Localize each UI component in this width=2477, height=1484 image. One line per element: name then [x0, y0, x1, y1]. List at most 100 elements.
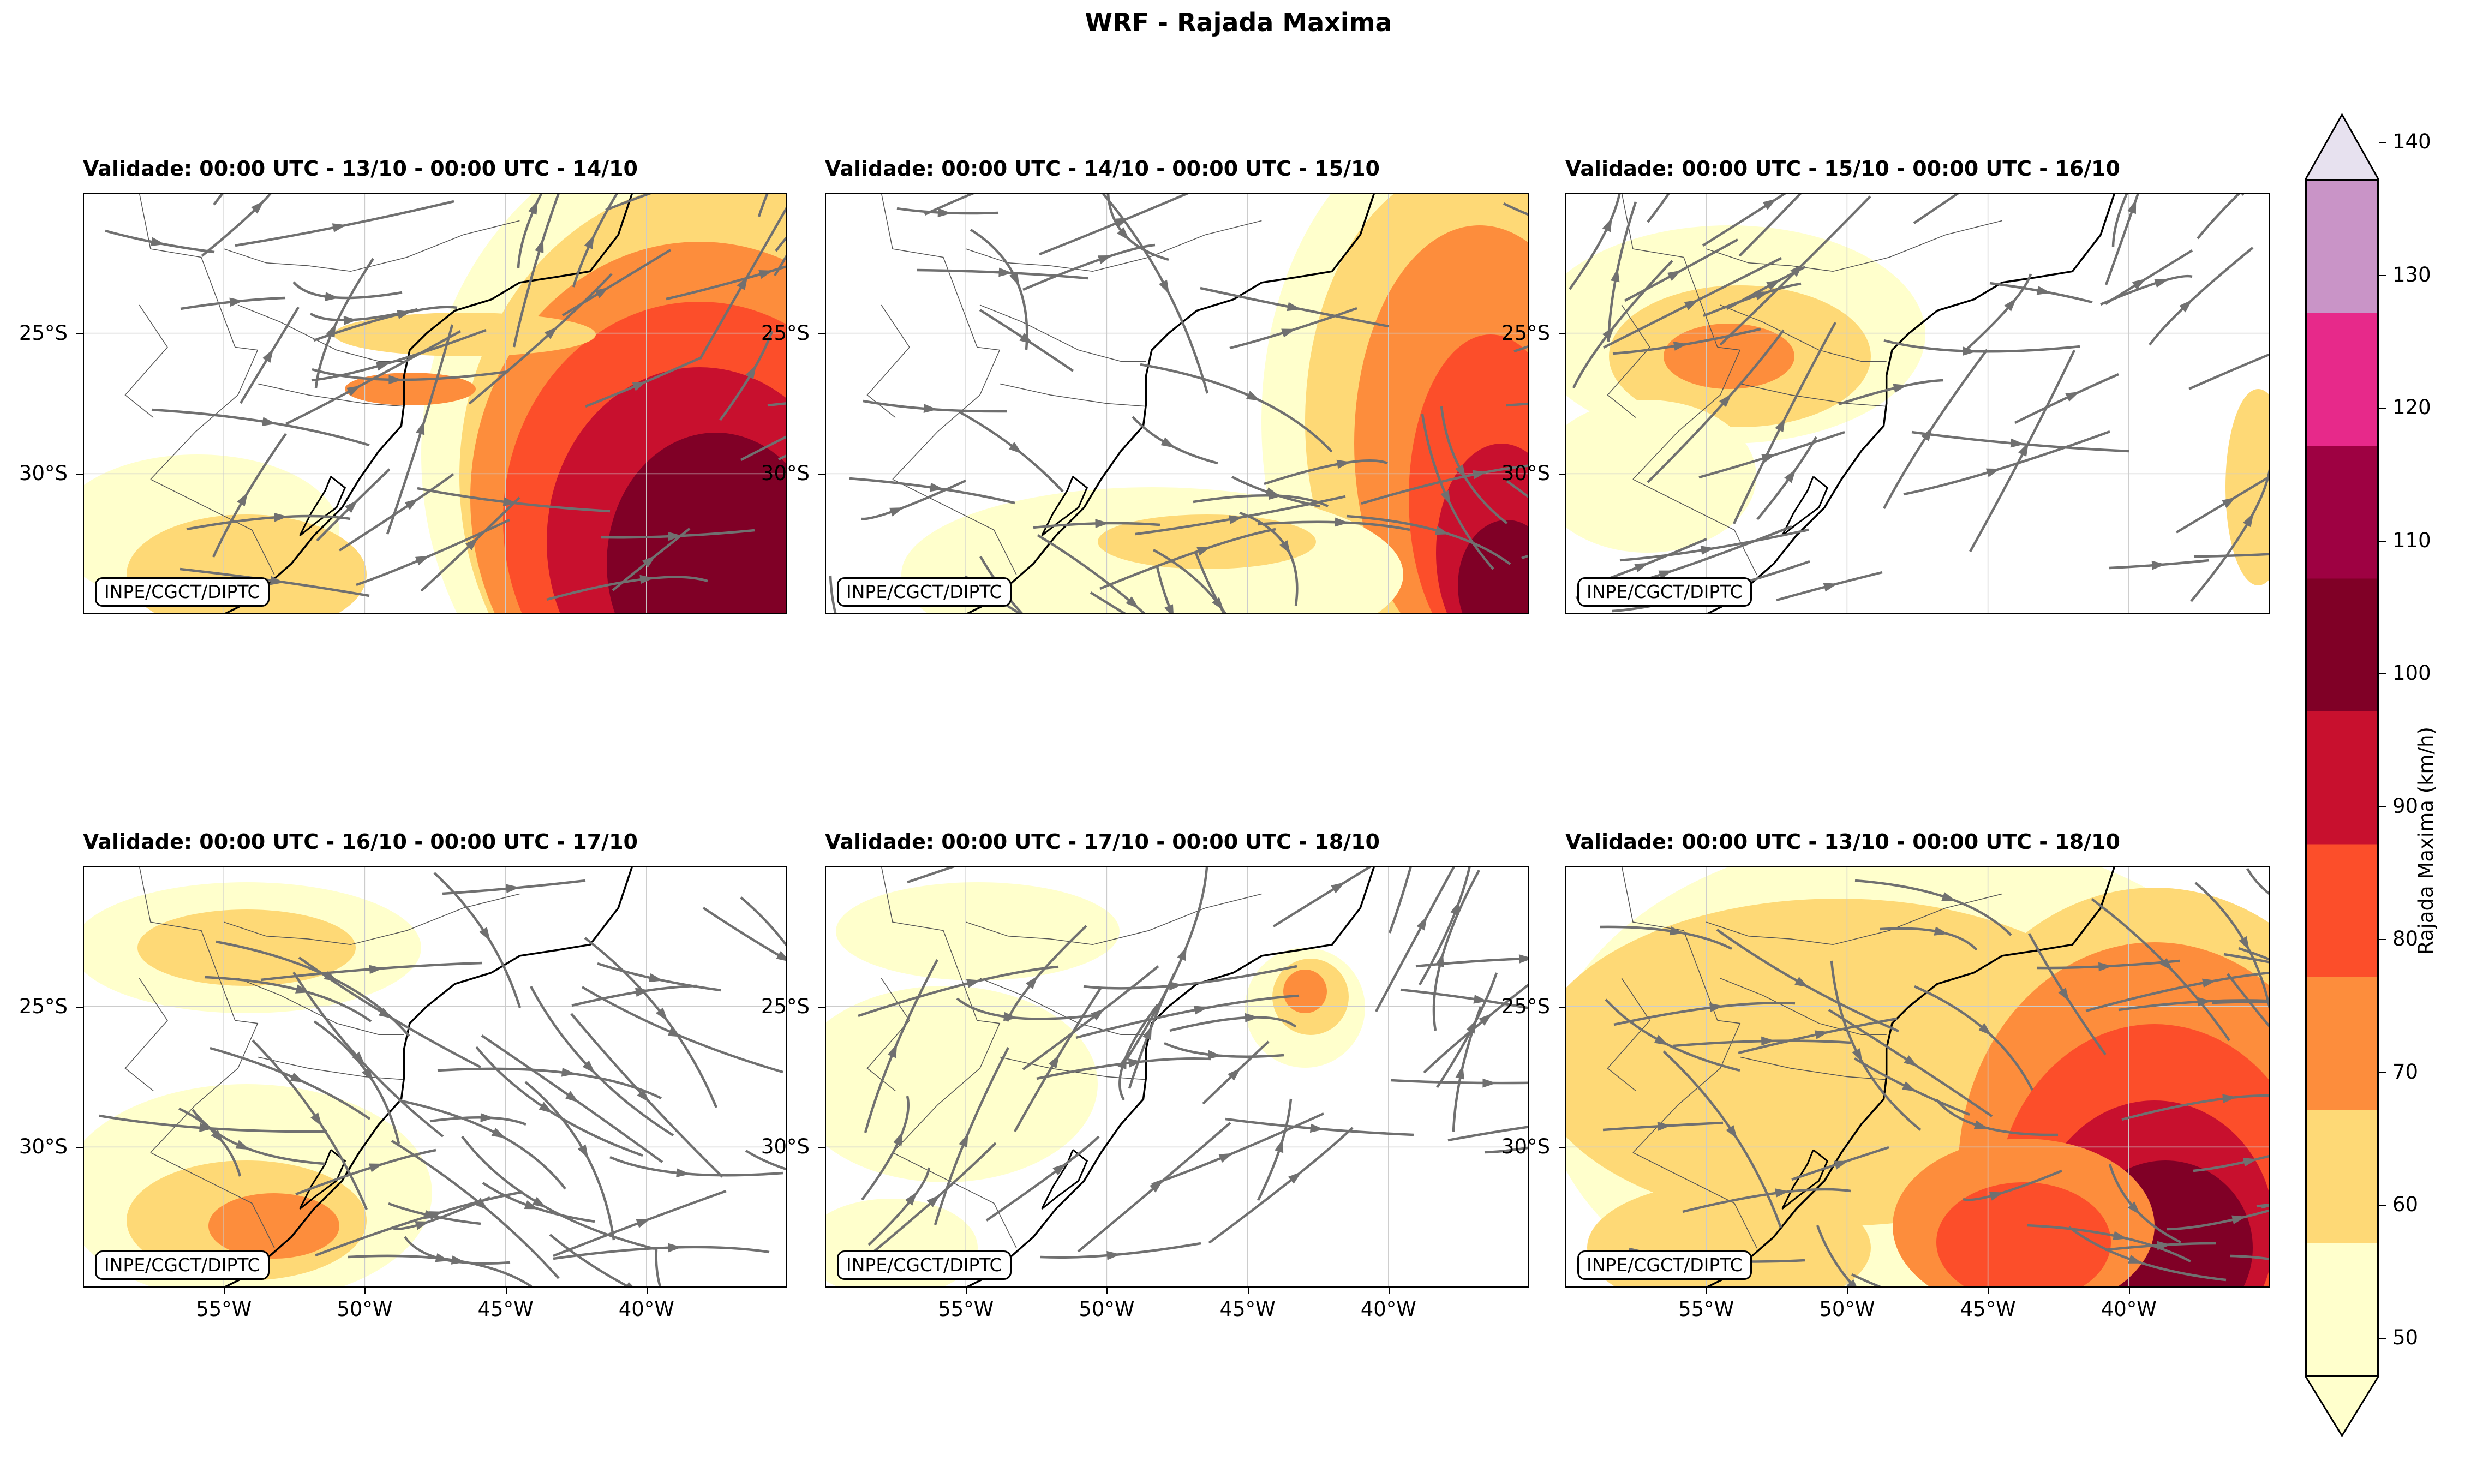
- colorbar-tick: [2379, 408, 2386, 409]
- streamline-arrow: [344, 500, 358, 513]
- streamline-arrow: [676, 1168, 691, 1178]
- streamline-arrow: [1218, 1153, 1234, 1163]
- streamlines: [99, 872, 787, 1288]
- map-panel-3: Validade: 00:00 UTC - 15/10 - 00:00 UTC …: [1565, 157, 2270, 614]
- lat-tick: [1559, 333, 1565, 334]
- streamline-arrow: [1719, 393, 1732, 408]
- colorbar-segment: [2305, 313, 2379, 446]
- streamline-arrow: [1673, 342, 1688, 351]
- streamlines: [829, 193, 1529, 614]
- streamline-arrow: [1658, 570, 1673, 579]
- streamline-arrow: [1450, 901, 1460, 915]
- streamline-arrow: [929, 482, 944, 492]
- map-canvas: [825, 866, 1529, 1288]
- streamline-arrow: [1115, 217, 1130, 228]
- streamline-arrow: [655, 1007, 668, 1021]
- lon-tick-label: 45°W: [1960, 1297, 2016, 1321]
- map-canvas: [83, 193, 787, 614]
- streamlines: [1600, 867, 2270, 1288]
- lat-tick: [76, 1147, 83, 1148]
- streamline-arrow: [636, 1218, 651, 1228]
- streamline-arrow: [1473, 995, 1488, 1004]
- streamline-arrow: [1336, 459, 1351, 469]
- streamline-arrow: [1052, 1163, 1067, 1176]
- gust-contour: [345, 373, 476, 405]
- streamline-arrow: [1095, 519, 1109, 528]
- streamline-arrow: [1246, 391, 1261, 401]
- streamline-arrow: [668, 1243, 682, 1253]
- streamline-arrow: [1177, 946, 1187, 961]
- lat-tick-label: 30°S: [761, 1135, 810, 1159]
- streamline-arrow: [905, 1192, 918, 1206]
- streamline-arrow: [1275, 1138, 1284, 1153]
- streamline-arrow: [1331, 882, 1345, 894]
- panel-title: Validade: 00:00 UTC - 14/10 - 00:00 UTC …: [825, 157, 1380, 181]
- map-panel-2: Validade: 00:00 UTC - 14/10 - 00:00 UTC …: [825, 157, 1529, 614]
- gust-contour: [1098, 514, 1316, 569]
- lat-tick: [76, 1006, 83, 1008]
- colorbar-tick-label: 60: [2392, 1193, 2419, 1216]
- streamline-arrow: [1482, 1078, 1497, 1088]
- streamline-arrow: [1142, 1025, 1152, 1040]
- streamline-arrow: [368, 1163, 384, 1172]
- colorbar-label: Rajada Maxima (km/h): [2414, 727, 2438, 955]
- streamline-arrow: [2151, 560, 2166, 570]
- colorbar-tick: [2379, 142, 2386, 143]
- colorbar-outline: [2305, 179, 2379, 1377]
- streamline-arrow: [1279, 540, 1291, 555]
- colorbar-segment: [2305, 446, 2379, 579]
- streamline-arrow: [648, 973, 663, 983]
- map-area: INPE/CGCT/DIPTC: [1565, 866, 2270, 1288]
- streamline-arrow: [1168, 981, 1183, 991]
- colorbar-tick-label: 70: [2392, 1060, 2419, 1084]
- streamline-arrow: [887, 1043, 898, 1058]
- streamline-arrow: [1893, 384, 1907, 393]
- lat-tick-label: 25°S: [1501, 321, 1550, 345]
- lon-tick-label: 45°W: [477, 1297, 534, 1321]
- streamline-arrow: [1669, 926, 1684, 936]
- streamline-arrow: [565, 1091, 579, 1103]
- lat-tick: [76, 474, 83, 475]
- colorbar-tick-label: 50: [2392, 1325, 2419, 1349]
- colorbar-tick: [2379, 540, 2386, 542]
- streamline-arrow: [151, 237, 165, 247]
- streamline-arrow: [577, 1144, 589, 1159]
- streamline-arrow: [776, 950, 787, 961]
- map-panel-5: Validade: 00:00 UTC - 17/10 - 00:00 UTC …: [825, 830, 1529, 1288]
- streamline-arrow: [1602, 217, 1612, 232]
- streamline-arrow: [2222, 497, 2236, 508]
- credit-label: INPE/CGCT/DIPTC: [1577, 1250, 1752, 1280]
- streamline-arrow: [2004, 298, 2017, 312]
- streamline-arrow: [465, 537, 478, 550]
- lat-tick-label: 30°S: [19, 1135, 68, 1159]
- lon-tick-label: 55°W: [1678, 1297, 1734, 1321]
- streamline-arrow: [415, 555, 430, 566]
- streamline-arrow: [1784, 469, 1796, 483]
- streamline-arrow: [229, 297, 244, 307]
- streamline-arrow: [2198, 997, 2212, 1007]
- streamline-arrow: [1654, 1034, 1669, 1045]
- map-canvas: [825, 193, 1529, 614]
- streamline-arrow: [1026, 976, 1038, 989]
- coastline: [965, 866, 1375, 1288]
- streamline-arrow: [998, 267, 1013, 277]
- streamline-arrow: [2179, 300, 2193, 313]
- streamline-arrow: [1472, 470, 1487, 480]
- streamline-arrow: [423, 1210, 439, 1219]
- colorbar-tick: [2379, 274, 2386, 276]
- lat-tick-label: 30°S: [761, 462, 810, 486]
- lon-tick: [224, 1288, 225, 1294]
- streamline-arrow: [2018, 442, 2029, 457]
- streamline-arrow: [479, 927, 490, 941]
- lagoon-outline: [1781, 1149, 1829, 1210]
- lon-tick-label: 55°W: [938, 1297, 994, 1321]
- streamline-arrow: [262, 349, 274, 363]
- streamline-arrow: [1194, 1005, 1208, 1015]
- streamline-arrow: [595, 287, 609, 298]
- streamline-arrow: [1518, 954, 1529, 964]
- panel-title: Validade: 00:00 UTC - 16/10 - 00:00 UTC …: [83, 830, 638, 854]
- map-panel-6: Validade: 00:00 UTC - 13/10 - 00:00 UTC …: [1565, 830, 2270, 1288]
- lat-tick-label: 30°S: [1501, 462, 1550, 486]
- streamline-arrow: [535, 238, 544, 253]
- gust-field: [83, 882, 432, 1288]
